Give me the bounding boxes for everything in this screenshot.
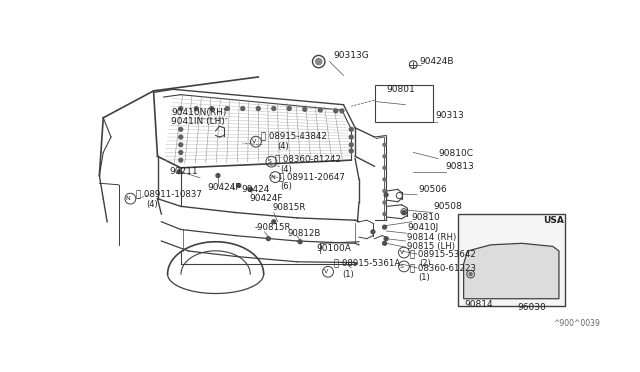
Text: 90810: 90810 — [412, 213, 440, 222]
Circle shape — [195, 107, 198, 110]
Text: N: N — [271, 174, 275, 180]
Text: 90814: 90814 — [465, 301, 493, 310]
Text: USA: USA — [543, 216, 564, 225]
Circle shape — [179, 151, 182, 154]
Circle shape — [266, 237, 270, 241]
Circle shape — [349, 143, 353, 147]
Circle shape — [179, 107, 182, 110]
Circle shape — [210, 107, 214, 110]
Text: 90424F: 90424F — [249, 194, 282, 203]
Text: 90812B: 90812B — [288, 229, 321, 238]
Text: (4): (4) — [147, 200, 159, 209]
Text: 90100A: 90100A — [316, 244, 351, 253]
Text: 90211: 90211 — [169, 167, 198, 176]
Text: (2): (2) — [419, 259, 431, 268]
Text: N: N — [125, 196, 131, 201]
Circle shape — [225, 107, 229, 110]
Text: S: S — [400, 264, 404, 269]
Circle shape — [384, 193, 388, 197]
Circle shape — [383, 155, 386, 158]
Bar — [374, 85, 433, 122]
Circle shape — [179, 128, 182, 131]
Circle shape — [334, 109, 338, 113]
Circle shape — [179, 135, 182, 139]
Text: Ⓝ 08911-10837: Ⓝ 08911-10837 — [136, 189, 202, 199]
Circle shape — [349, 128, 353, 131]
Circle shape — [272, 107, 276, 110]
Circle shape — [383, 241, 387, 245]
Circle shape — [177, 170, 181, 174]
Text: S: S — [267, 159, 271, 164]
Text: Ⓝ 08911-20647: Ⓝ 08911-20647 — [279, 173, 345, 182]
Circle shape — [287, 107, 291, 110]
Circle shape — [383, 166, 386, 169]
Circle shape — [383, 201, 386, 204]
Text: 90424B: 90424B — [419, 57, 454, 66]
Circle shape — [256, 107, 260, 110]
Circle shape — [179, 158, 182, 162]
Text: (1): (1) — [342, 270, 354, 279]
Circle shape — [383, 212, 386, 216]
Circle shape — [248, 187, 252, 191]
Text: (4): (4) — [280, 165, 292, 174]
Text: 90424F: 90424F — [208, 183, 241, 192]
Text: 90410N(RH): 90410N(RH) — [172, 108, 227, 117]
Text: 90815R: 90815R — [272, 203, 305, 212]
Text: 90814 (RH): 90814 (RH) — [407, 232, 456, 242]
Text: 90508: 90508 — [433, 202, 462, 211]
Text: 90801: 90801 — [386, 85, 415, 94]
Circle shape — [216, 174, 220, 177]
Circle shape — [384, 237, 388, 241]
Text: -90815R: -90815R — [254, 224, 291, 232]
Circle shape — [318, 108, 322, 112]
Text: V: V — [252, 139, 256, 144]
Text: Ⓢ 08360-81242: Ⓢ 08360-81242 — [275, 154, 341, 163]
Circle shape — [237, 184, 241, 187]
Circle shape — [383, 225, 387, 229]
Polygon shape — [463, 243, 559, 299]
Text: 90313: 90313 — [435, 111, 464, 120]
Circle shape — [272, 220, 276, 224]
Circle shape — [303, 108, 307, 111]
Text: (6): (6) — [280, 182, 292, 191]
Text: 90815 (LH): 90815 (LH) — [407, 242, 455, 251]
Text: Ⓟ 08915-53642: Ⓟ 08915-53642 — [410, 250, 476, 259]
Text: Ⓟ 08915-5361A: Ⓟ 08915-5361A — [334, 259, 401, 268]
Circle shape — [316, 58, 322, 65]
Text: Ⓢ 08360-61223: Ⓢ 08360-61223 — [410, 263, 476, 272]
Text: (4): (4) — [277, 142, 289, 151]
Circle shape — [349, 135, 353, 139]
Bar — [458, 214, 565, 307]
Text: 90410J: 90410J — [407, 224, 438, 232]
Circle shape — [179, 143, 182, 147]
Text: 96030: 96030 — [517, 304, 546, 312]
Text: 90506: 90506 — [418, 185, 447, 194]
Circle shape — [298, 240, 302, 244]
Circle shape — [402, 211, 406, 214]
Text: 90810C: 90810C — [438, 150, 473, 158]
Circle shape — [340, 109, 344, 113]
Text: V: V — [324, 269, 328, 274]
Text: 90813: 90813 — [446, 162, 474, 171]
Circle shape — [383, 189, 386, 192]
Text: 90424: 90424 — [241, 185, 269, 194]
Text: (1): (1) — [418, 273, 429, 282]
Circle shape — [371, 230, 375, 234]
Circle shape — [469, 273, 472, 276]
Circle shape — [383, 178, 386, 181]
Text: Ⓟ 08915-43842: Ⓟ 08915-43842 — [261, 131, 327, 140]
Circle shape — [349, 149, 353, 153]
Circle shape — [383, 143, 386, 146]
Text: 9041IN (LH): 9041IN (LH) — [172, 117, 225, 126]
Text: 90313G: 90313G — [333, 51, 369, 60]
Text: V: V — [399, 250, 404, 255]
Text: ^900^0039: ^900^0039 — [553, 319, 600, 328]
Circle shape — [241, 107, 244, 110]
